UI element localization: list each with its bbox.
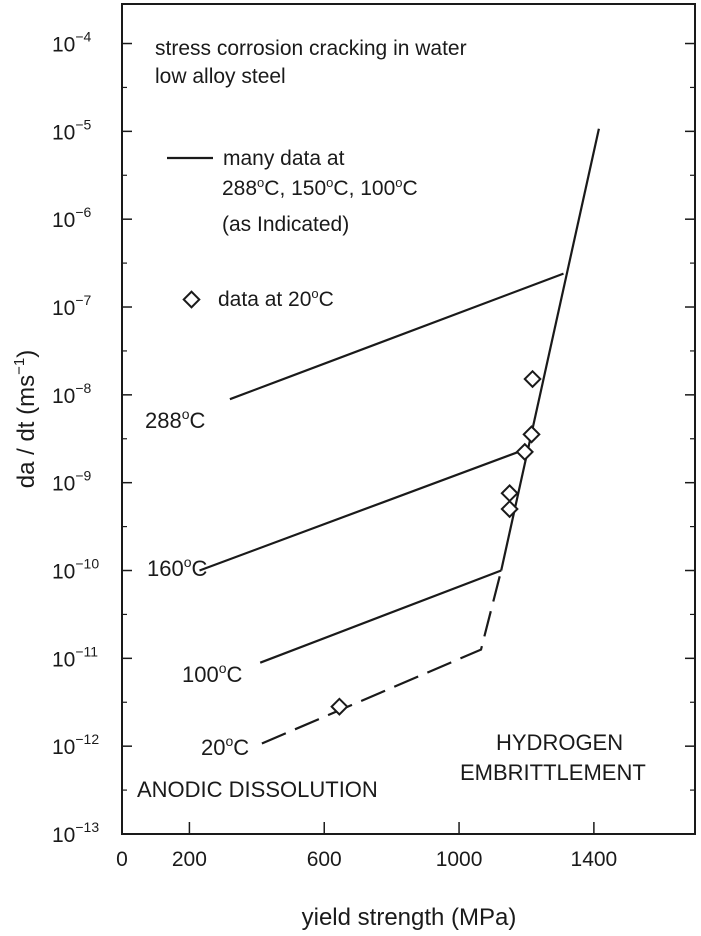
legend-line-note: (as Indicated)	[222, 213, 349, 236]
legend-marker-label: data at 20oC	[218, 286, 334, 311]
series-line-288-c	[229, 272, 564, 401]
data-markers	[330, 369, 542, 716]
series-line-20-c	[261, 570, 503, 745]
x-axis-title: yield strength (MPa)	[302, 904, 517, 931]
series-line-100-c	[259, 569, 502, 664]
y-tick-label: 10−5	[52, 116, 92, 144]
legend-line-temps: 288oC, 150oC, 100oC	[222, 175, 418, 200]
series-line-160-c	[199, 449, 524, 572]
data-point-marker	[522, 425, 541, 444]
y-tick-label: 10−11	[52, 643, 98, 671]
data-point-marker	[500, 484, 519, 503]
hydrogen-label: HYDROGEN	[496, 730, 623, 755]
y-tick-label: 10−9	[52, 468, 92, 496]
data-point-marker	[500, 499, 519, 519]
x-tick-label: 0	[116, 848, 128, 871]
x-tick-label: 200	[172, 848, 207, 871]
chart-title: stress corrosion cracking in water	[155, 37, 467, 60]
chart-subtitle: low alloy steel	[155, 65, 286, 88]
series-lines	[199, 128, 600, 745]
plot-frame	[121, 3, 696, 835]
y-tick-label: 10−13	[52, 819, 99, 847]
y-tick-label: 10−6	[52, 204, 92, 232]
x-tick-labels: 0 200 600 1000 1400	[116, 848, 617, 871]
legend-line-label: many data at	[223, 147, 345, 170]
y-tick-label: 10−4	[52, 29, 92, 57]
y-axis-title: da / dt (ms−1)	[11, 350, 40, 488]
x-tick-label: 600	[307, 848, 342, 871]
y-tick-label: 10−10	[52, 556, 99, 584]
series-label-288: 288oC	[145, 406, 206, 433]
embrittlement-label: EMBRITTLEMENT	[460, 760, 646, 785]
y-tick-label: 10−7	[52, 292, 92, 320]
x-tick-label: 1000	[436, 848, 483, 871]
data-point-marker	[330, 697, 349, 716]
x-tick-label: 1400	[571, 848, 618, 871]
series-label-100: 100oC	[182, 660, 243, 687]
y-tick-labels: 10−13 10−12 10−11 10−10 10−9 10−8 10−7 10−6 10−5…	[52, 29, 99, 847]
series-line-hydrogen-embrittlement	[500, 128, 600, 571]
series-label-160: 160oC	[147, 554, 208, 581]
legend-marker-swatch	[182, 290, 201, 309]
series-label-20: 20oC	[201, 733, 249, 760]
data-point-marker	[515, 442, 534, 462]
y-tick-label: 10−8	[52, 380, 92, 408]
y-tick-label: 10−12	[52, 731, 99, 759]
anodic-dissolution-label: ANODIC DISSOLUTION	[137, 777, 378, 802]
data-point-marker	[523, 369, 542, 389]
tick-marks	[122, 42, 695, 835]
